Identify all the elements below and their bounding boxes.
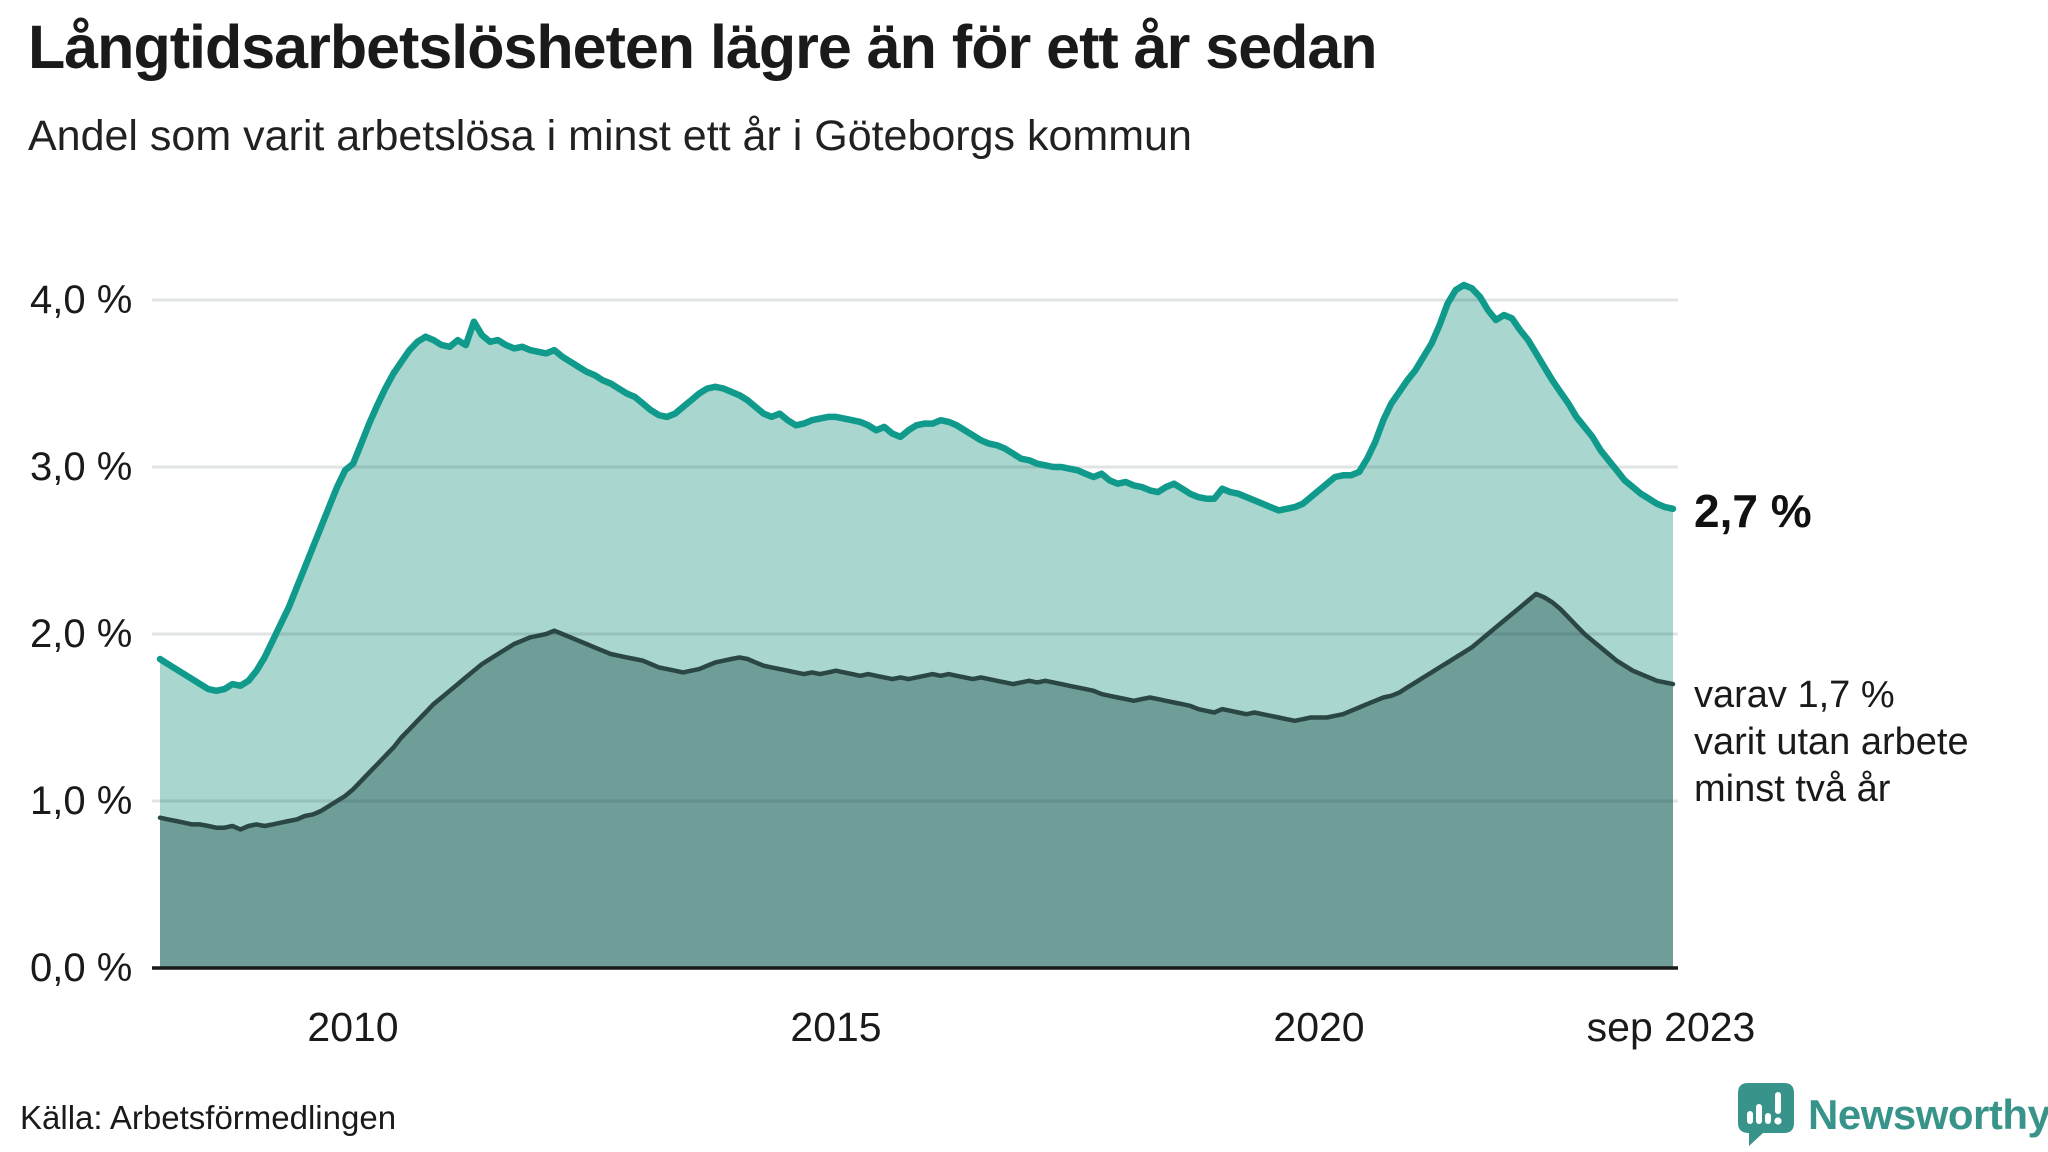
source-note: Källa: Arbetsförmedlingen — [20, 1099, 397, 1136]
page-title: Långtidsarbetslösheten lägre än för ett … — [28, 13, 1378, 81]
series-1year-line — [156, 281, 1677, 695]
annotation-secondary-line3: minst två år — [1694, 768, 1891, 810]
annotation-secondary-line1: varav 1,7 % — [1694, 674, 1895, 716]
gridlines — [152, 298, 1678, 803]
page-subtitle: Andel som varit arbetslösa i minst ett å… — [28, 112, 1192, 160]
annotation-secondary: varav 1,7 % varit utan arbete minst två … — [1694, 672, 1969, 813]
y-axis-label-1: 1,0 % — [30, 779, 133, 823]
series-1year-area — [160, 285, 1673, 968]
x-axis-label-2015: 2015 — [790, 1004, 882, 1050]
x-axis-label-2010: 2010 — [307, 1004, 399, 1050]
brand-logo: Newsworthy — [1738, 1083, 2048, 1147]
annotation-latest-value: 2,7 % — [1694, 485, 1812, 537]
brand-wordmark: Newsworthy — [1808, 1091, 2048, 1138]
y-axis-label-4: 4,0 % — [30, 278, 133, 322]
y-axis-label-0: 0,0 % — [30, 946, 133, 990]
annotation-secondary-line2: varit utan arbete — [1694, 721, 1969, 763]
x-axis-label-2020: 2020 — [1273, 1004, 1365, 1050]
series-2year-line — [157, 591, 1676, 832]
y-axis-label-3: 3,0 % — [30, 445, 133, 489]
x-axis-label-sep-2023: sep 2023 — [1586, 1004, 1756, 1050]
newsworthy-logo-icon — [1738, 1083, 1794, 1147]
y-axis-label-2: 2,0 % — [30, 612, 133, 656]
series-2year-area — [160, 593, 1673, 968]
